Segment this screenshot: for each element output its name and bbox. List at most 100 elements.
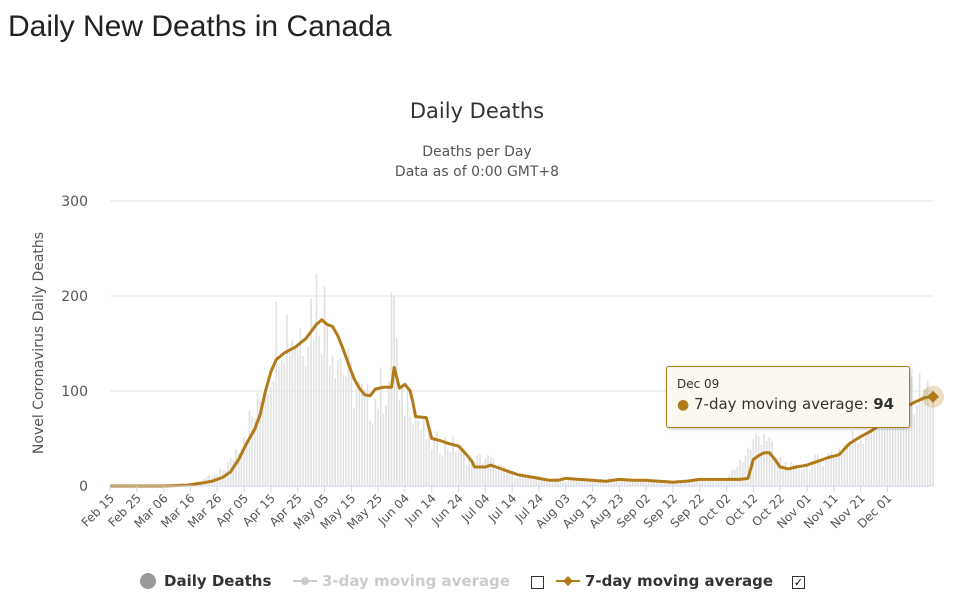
daily-deaths-bar xyxy=(449,452,452,486)
page-title: Daily New Deaths in Canada xyxy=(8,10,392,43)
daily-deaths-bar xyxy=(315,274,318,486)
daily-deaths-bar xyxy=(329,366,331,486)
daily-deaths-bar xyxy=(463,448,465,486)
daily-deaths-bar xyxy=(658,480,661,486)
daily-deaths-bar xyxy=(908,409,910,486)
daily-deaths-bar xyxy=(355,389,358,486)
daily-deaths-bar xyxy=(540,478,543,486)
daily-deaths-bar xyxy=(680,480,682,486)
daily-deaths-bar xyxy=(865,434,867,486)
daily-deaths-bar xyxy=(867,434,870,486)
daily-deaths-bar xyxy=(404,415,406,486)
daily-deaths-bar xyxy=(331,355,334,486)
daily-deaths-bar xyxy=(755,434,757,486)
daily-deaths-bar xyxy=(551,479,554,486)
hovered-point-marker[interactable] xyxy=(927,390,939,403)
daily-deaths-bar xyxy=(701,480,704,486)
daily-deaths-bar xyxy=(924,389,926,486)
daily-deaths-bar xyxy=(256,392,259,486)
daily-deaths-bar xyxy=(696,480,698,486)
daily-deaths-bar xyxy=(433,436,436,486)
daily-deaths-bar xyxy=(484,458,487,486)
daily-deaths-bar xyxy=(548,480,551,486)
x-tick-label: Jul 04 xyxy=(458,491,492,525)
daily-deaths-bar xyxy=(382,413,385,486)
daily-deaths-bar xyxy=(500,465,503,486)
daily-deaths-bar xyxy=(889,407,891,486)
legend-diamond-marker-icon xyxy=(556,576,580,586)
daily-deaths-bar xyxy=(581,481,583,486)
daily-deaths-bar xyxy=(476,455,479,486)
daily-deaths-bar xyxy=(337,360,339,486)
daily-deaths-bar xyxy=(446,449,449,486)
daily-deaths-bar xyxy=(232,459,235,486)
daily-deaths-bar xyxy=(929,407,932,486)
daily-deaths-bar xyxy=(723,479,725,486)
legend-item-3-day-average[interactable]: 3-day moving average xyxy=(293,569,510,593)
daily-deaths-bar xyxy=(870,429,873,486)
daily-deaths-bar xyxy=(725,477,728,486)
daily-deaths-bar xyxy=(280,359,283,486)
daily-deaths-bar xyxy=(460,444,462,486)
daily-deaths-bar xyxy=(656,479,658,486)
daily-deaths-bar xyxy=(422,419,425,486)
daily-deaths-bar xyxy=(235,449,237,486)
daily-deaths-bar xyxy=(492,458,495,486)
daily-deaths-bar xyxy=(294,347,296,486)
daily-deaths-bar xyxy=(693,479,696,486)
daily-deaths-bar xyxy=(631,479,634,486)
daily-deaths-bar xyxy=(803,467,806,486)
checkbox-7-day-average[interactable]: ✓ xyxy=(792,576,805,589)
daily-deaths-bar xyxy=(438,453,441,486)
daily-deaths-bar xyxy=(353,407,355,486)
daily-deaths-bar xyxy=(744,455,747,486)
daily-deaths-bar xyxy=(479,454,481,486)
daily-deaths-bar xyxy=(396,337,398,486)
daily-deaths-bar xyxy=(288,351,291,486)
legend-item-daily-deaths[interactable]: Daily Deaths xyxy=(140,569,271,593)
daily-deaths-bar xyxy=(757,436,760,486)
daily-deaths-bar xyxy=(621,480,623,486)
daily-deaths-bar xyxy=(926,380,929,486)
daily-deaths-bar xyxy=(323,285,326,486)
daily-deaths-bar xyxy=(765,440,768,486)
daily-deaths-bar xyxy=(707,479,709,486)
daily-deaths-bar xyxy=(371,423,374,486)
daily-deaths-bar xyxy=(589,480,591,486)
daily-deaths-bar xyxy=(339,358,342,486)
daily-deaths-bar xyxy=(910,376,913,486)
daily-deaths-bar xyxy=(902,376,905,486)
daily-deaths-bar xyxy=(674,482,677,486)
daily-deaths-bar xyxy=(618,478,621,486)
daily-deaths-bar xyxy=(312,340,315,486)
legend-label-daily-deaths: Daily Deaths xyxy=(164,572,272,590)
daily-deaths-bar xyxy=(615,480,618,486)
daily-deaths-bar xyxy=(715,481,717,486)
daily-deaths-bar xyxy=(841,452,843,486)
checkbox-3-day-average[interactable] xyxy=(531,576,544,589)
daily-deaths-bar xyxy=(682,481,685,486)
daily-deaths-bar xyxy=(262,406,264,486)
daily-deaths-bar xyxy=(905,424,907,486)
daily-deaths-bar xyxy=(377,408,379,486)
daily-deaths-bar xyxy=(401,383,404,486)
daily-deaths-bar xyxy=(505,470,508,486)
daily-deaths-bar xyxy=(302,356,304,486)
y-tick-label: 200 xyxy=(61,289,88,305)
daily-deaths-bar xyxy=(894,394,897,486)
daily-deaths-bar xyxy=(465,465,468,486)
daily-deaths-bar xyxy=(240,448,243,486)
daily-deaths-bar xyxy=(385,405,387,486)
legend-label-7-day-average: 7-day moving average xyxy=(585,572,774,590)
daily-deaths-bar xyxy=(688,479,690,486)
legend-label-3-day-average: 3-day moving average xyxy=(322,572,511,590)
daily-deaths-bar xyxy=(739,459,741,486)
daily-deaths-bar xyxy=(489,457,492,486)
daily-deaths-bar xyxy=(310,298,312,486)
legend-item-7-day-average[interactable]: 7-day moving average xyxy=(556,569,773,593)
daily-deaths-bar xyxy=(538,476,540,486)
daily-deaths-bar xyxy=(736,466,739,486)
daily-deaths-bar xyxy=(575,479,578,486)
daily-deaths-bar xyxy=(546,478,548,486)
